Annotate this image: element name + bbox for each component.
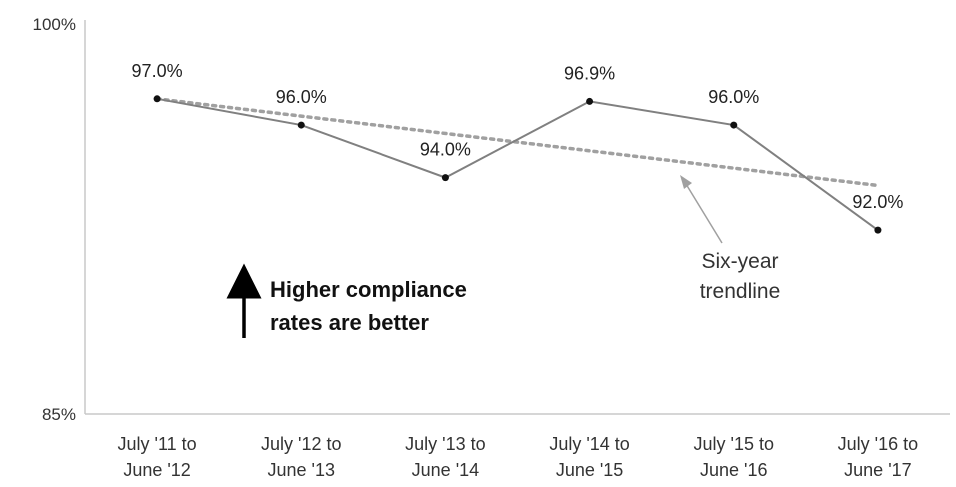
data-labels: 97.0% 96.0% 94.0% 96.9% 96.0% 92.0%	[132, 61, 904, 212]
x-tick-label: July '16 to	[838, 434, 918, 454]
data-label: 96.0%	[708, 87, 759, 107]
trend-label-line-1: Six-year	[701, 250, 778, 273]
trendline-pointer-arrowhead-icon	[680, 175, 692, 189]
y-tick-label-top: 100%	[33, 15, 76, 34]
x-axis-labels: July '11 to June '12 July '12 to June '13 Ju…	[118, 434, 919, 480]
x-tick-label: June '14	[412, 460, 480, 480]
note-line-1: Higher compliance	[270, 277, 467, 302]
x-tick-label: July '12 to	[261, 434, 341, 454]
x-tick-label: June '13	[268, 460, 336, 480]
data-point	[586, 97, 594, 105]
data-label: 96.9%	[564, 63, 615, 83]
x-tick-label: June '17	[844, 460, 912, 480]
note-line-2: rates are better	[270, 310, 429, 335]
trendline-pointer-arrow	[685, 183, 723, 244]
data-points	[153, 95, 882, 234]
data-point	[441, 174, 449, 182]
x-tick-label: June '16	[700, 460, 768, 480]
data-point	[730, 121, 738, 129]
x-tick-label: July '11 to	[118, 434, 197, 454]
y-tick-label-bottom: 85%	[42, 405, 76, 424]
x-tick-label: July '13 to	[405, 434, 485, 454]
data-point	[874, 226, 882, 234]
x-tick-label: July '14 to	[549, 434, 629, 454]
data-point	[153, 95, 161, 103]
data-label: 94.0%	[420, 140, 471, 160]
trend-label-line-2: trendline	[700, 280, 781, 303]
data-label: 96.0%	[276, 87, 327, 107]
x-tick-label: June '15	[556, 460, 624, 480]
data-point	[297, 121, 305, 129]
data-label: 92.0%	[852, 192, 903, 212]
data-label: 97.0%	[132, 61, 183, 81]
x-tick-label: July '15 to	[694, 434, 774, 454]
series-line	[156, 97, 879, 231]
x-tick-label: June '12	[123, 460, 191, 480]
trendline	[155, 97, 880, 188]
